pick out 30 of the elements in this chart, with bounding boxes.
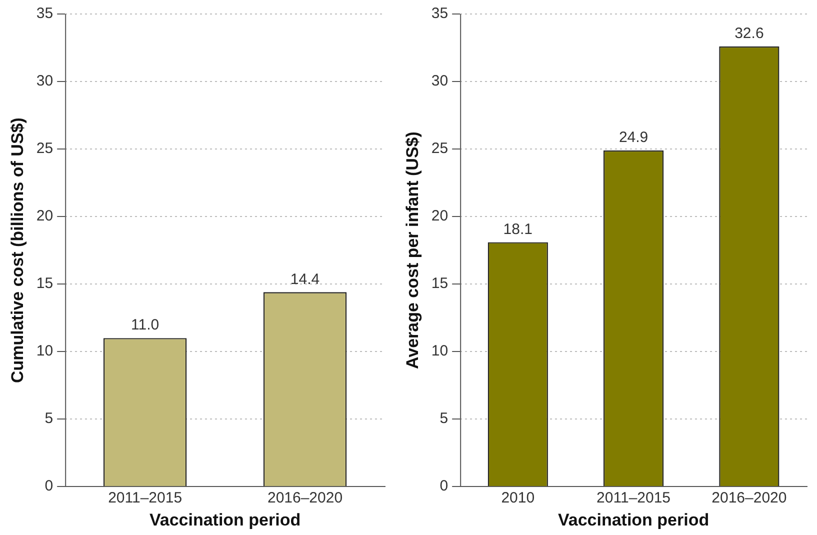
x-axis-title: Vaccination period bbox=[149, 510, 301, 530]
x-axis-title: Vaccination period bbox=[558, 510, 710, 530]
data-label: 18.1 bbox=[503, 220, 533, 238]
y-tick-label: 25 bbox=[36, 140, 54, 158]
y-tick-label: 25 bbox=[431, 140, 448, 158]
y-tick-label: 15 bbox=[36, 275, 54, 292]
y-tick-label: 35 bbox=[36, 5, 54, 22]
y-tick-label: 0 bbox=[44, 478, 54, 495]
x-tick-label: 2011–2015 bbox=[596, 490, 671, 507]
y-tick-label: 30 bbox=[431, 72, 448, 90]
y-tick-label: 20 bbox=[36, 208, 54, 225]
y-tick-label: 30 bbox=[36, 72, 54, 90]
y-tick-label: 0 bbox=[440, 478, 448, 495]
x-tick-label: 2011–2015 bbox=[108, 490, 182, 507]
y-tick-label: 10 bbox=[36, 342, 54, 360]
data-label: 32.6 bbox=[734, 25, 764, 42]
y-axis-title: Average cost per infant (US$) bbox=[402, 132, 422, 370]
x-tick-label: 2010 bbox=[501, 490, 535, 507]
x-tick-label: 2016–2020 bbox=[267, 490, 343, 507]
y-axis-title: Cumulative cost (billions of US$) bbox=[8, 118, 27, 384]
y-tick-label: 15 bbox=[431, 275, 448, 292]
y-tick-label: 5 bbox=[44, 410, 54, 428]
data-label: 24.9 bbox=[618, 129, 648, 146]
y-tick-label: 20 bbox=[431, 208, 448, 225]
y-tick-label: 35 bbox=[431, 5, 448, 22]
data-label: 11.0 bbox=[131, 316, 160, 334]
data-label: 14.4 bbox=[290, 270, 320, 288]
y-tick-label: 10 bbox=[431, 342, 448, 360]
x-tick-label: 2016–2020 bbox=[712, 490, 787, 507]
y-tick-label: 5 bbox=[440, 410, 448, 428]
